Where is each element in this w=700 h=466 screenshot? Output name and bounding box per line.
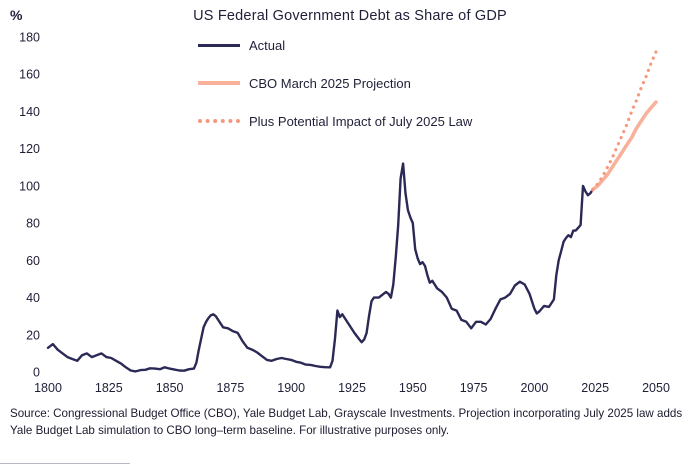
y-tick-label: 60 bbox=[26, 254, 40, 268]
x-tick-label: 1850 bbox=[156, 381, 184, 395]
x-tick-label: 1975 bbox=[460, 381, 488, 395]
y-tick-label: 40 bbox=[26, 291, 40, 305]
y-tick-label: 160 bbox=[19, 68, 40, 82]
y-axis-unit-label: % bbox=[10, 7, 23, 23]
x-tick-label: 1825 bbox=[95, 381, 123, 395]
legend-label-july-2025-law: Plus Potential Impact of July 2025 Law bbox=[249, 113, 473, 129]
x-tick-label: 2025 bbox=[581, 381, 609, 395]
y-tick-label: 140 bbox=[19, 105, 40, 119]
legend-swatch-cbo-projection bbox=[198, 81, 240, 85]
x-tick-label: 1900 bbox=[277, 381, 305, 395]
chart-title: US Federal Government Debt as Share of G… bbox=[193, 8, 507, 24]
legend-item-actual: Actual bbox=[198, 34, 472, 56]
x-tick-label: 1950 bbox=[399, 381, 427, 395]
x-tick-label: 1800 bbox=[34, 381, 62, 395]
y-tick-label: 120 bbox=[19, 142, 40, 156]
x-tick-label: 2050 bbox=[642, 381, 670, 395]
series-line-cbo-march-2025-projection bbox=[590, 100, 658, 192]
source-note: Source: Congressional Budget Office (CBO… bbox=[10, 407, 683, 437]
y-tick-label: 100 bbox=[19, 179, 40, 193]
y-tick-label: 180 bbox=[19, 31, 40, 45]
debt-share-of-gdp-chart: 0 20 40 60 80 100 120 140 160 180 1800 1825 1850 1875… bbox=[19, 31, 670, 396]
series-line-plus-potential-impact-of-july-2025-law bbox=[591, 50, 658, 192]
bottom-divider bbox=[0, 463, 130, 464]
y-tick-label: 20 bbox=[26, 328, 40, 342]
legend: Actual CBO March 2025 Projection Plus Po… bbox=[198, 34, 472, 132]
legend-item-cbo-projection: CBO March 2025 Projection bbox=[198, 72, 472, 94]
series-line-actual bbox=[46, 162, 594, 373]
x-tick-label: 1875 bbox=[216, 381, 244, 395]
x-tick-label: 1925 bbox=[338, 381, 366, 395]
legend-label-actual: Actual bbox=[249, 37, 286, 53]
x-tick-label: 2000 bbox=[520, 381, 548, 395]
y-tick-label: 80 bbox=[26, 217, 40, 231]
legend-item-july-2025-law: Plus Potential Impact of July 2025 Law bbox=[198, 110, 472, 132]
legend-swatch-july-2025-law bbox=[198, 119, 240, 123]
legend-label-cbo-projection: CBO March 2025 Projection bbox=[249, 75, 411, 91]
y-tick-label: 0 bbox=[33, 366, 40, 380]
legend-swatch-actual bbox=[198, 43, 240, 47]
